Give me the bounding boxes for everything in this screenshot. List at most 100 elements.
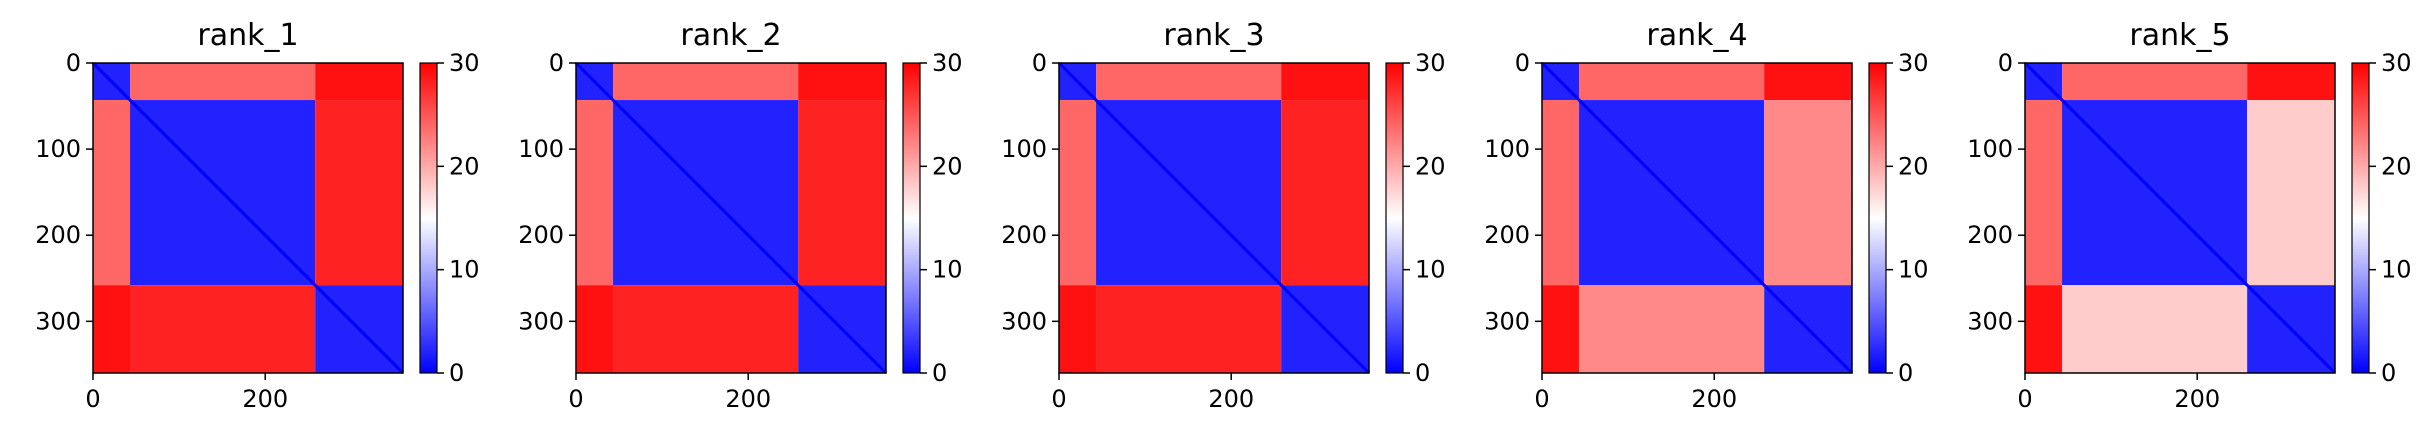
colorbar-tick-label: 30 xyxy=(1415,49,1446,77)
plot-frame xyxy=(575,62,887,374)
colorbar-tick-label: 10 xyxy=(1898,256,1929,284)
chart-panel-1: rank_1 0 100 200 300 0 200 0 10 20 30 xyxy=(35,18,479,413)
x-tick-label: 200 xyxy=(2174,385,2220,413)
colorbar-tick-label: 0 xyxy=(932,359,947,387)
heatmap-block xyxy=(613,63,799,101)
heatmap-block xyxy=(1764,100,1852,286)
heatmap-block xyxy=(2247,63,2335,101)
x-tick-label: 0 xyxy=(1051,385,1066,413)
y-tick-label: 200 xyxy=(1484,221,1530,249)
y-tick-label: 100 xyxy=(1001,135,1047,163)
x-tick-label: 200 xyxy=(725,385,771,413)
colorbar-tick-label: 10 xyxy=(932,256,963,284)
heatmap-block xyxy=(1579,285,1765,373)
heatmap-block xyxy=(576,285,614,373)
heatmap-block xyxy=(2062,63,2248,101)
colorbar: 0 10 20 30 xyxy=(1868,49,1929,387)
colorbar: 0 10 20 30 xyxy=(1385,49,1446,387)
heatmap-block xyxy=(798,63,886,101)
chart-title: rank_1 xyxy=(197,18,298,53)
heatmap-block xyxy=(1059,100,1097,286)
diagonal xyxy=(91,61,405,375)
colorbar-tick-label: 30 xyxy=(449,49,480,77)
heatmap xyxy=(91,61,405,375)
heatmap-block xyxy=(1059,285,1097,373)
y-tick-label: 200 xyxy=(1967,221,2013,249)
colorbar-gradient xyxy=(419,62,438,374)
colorbar-tick-label: 0 xyxy=(1415,359,1430,387)
heatmap-block xyxy=(576,100,614,286)
colorbar-tick-label: 30 xyxy=(2381,49,2412,77)
heatmap-block xyxy=(613,285,799,373)
colorbar-tick-label: 0 xyxy=(2381,359,2396,387)
heatmap-block xyxy=(1096,285,1282,373)
y-tick-label: 0 xyxy=(1515,49,1530,77)
heatmap-block xyxy=(1542,100,1580,286)
colorbar-tick-label: 30 xyxy=(932,49,963,77)
heatmap-block xyxy=(1542,285,1580,373)
heatmap-block xyxy=(315,63,403,101)
y-tick-label: 0 xyxy=(1998,49,2013,77)
colorbar: 0 10 20 30 xyxy=(902,49,963,387)
x-tick-label: 200 xyxy=(242,385,288,413)
colorbar-gradient xyxy=(1385,62,1404,374)
chart-title: rank_5 xyxy=(2129,18,2230,53)
diagonal xyxy=(2023,61,2337,375)
y-tick-label: 0 xyxy=(1032,49,1047,77)
y-tick-label: 100 xyxy=(1967,135,2013,163)
colorbar-tick-label: 30 xyxy=(1898,49,1929,77)
colorbar-tick-label: 0 xyxy=(449,359,464,387)
colorbar-tick-label: 20 xyxy=(2381,152,2412,180)
diagonal xyxy=(574,61,888,375)
y-tick-label: 300 xyxy=(1967,307,2013,335)
colorbar-gradient xyxy=(902,62,921,374)
y-tick-label: 100 xyxy=(1484,135,1530,163)
colorbar-tick-label: 20 xyxy=(1415,152,1446,180)
heatmap-block xyxy=(1281,100,1369,286)
chart-panel-3: rank_3 0 100 200 300 0 200 0 10 20 30 xyxy=(1001,18,1445,413)
heatmap xyxy=(574,61,888,375)
colorbar-gradient xyxy=(2351,62,2370,374)
chart-title: rank_2 xyxy=(680,18,781,53)
heatmap xyxy=(1057,61,1371,375)
heatmap xyxy=(2023,61,2337,375)
heatmap-block xyxy=(2247,100,2335,286)
y-tick-label: 200 xyxy=(35,221,81,249)
heatmap-block xyxy=(130,63,316,101)
y-tick-label: 200 xyxy=(1001,221,1047,249)
y-tick-label: 0 xyxy=(549,49,564,77)
plot-frame xyxy=(2024,62,2336,374)
x-tick-label: 200 xyxy=(1691,385,1737,413)
diagonal xyxy=(1057,61,1371,375)
heatmap-block xyxy=(1096,63,1282,101)
heatmap xyxy=(1540,61,1854,375)
x-tick-label: 0 xyxy=(2017,385,2032,413)
y-tick-label: 300 xyxy=(1001,307,1047,335)
colorbar-tick-label: 0 xyxy=(1898,359,1913,387)
y-tick-label: 300 xyxy=(35,307,81,335)
heatmap-block xyxy=(2025,285,2063,373)
chart-title: rank_3 xyxy=(1163,18,1264,53)
plot-frame xyxy=(1058,62,1370,374)
chart-panel-2: rank_2 0 100 200 300 0 200 0 10 20 30 xyxy=(518,18,962,413)
colorbar-tick-label: 20 xyxy=(449,152,480,180)
heatmap-block xyxy=(315,100,403,286)
plot-frame xyxy=(92,62,404,374)
heatmap-block xyxy=(1764,63,1852,101)
heatmap-block xyxy=(2062,285,2248,373)
y-tick-label: 0 xyxy=(66,49,81,77)
x-tick-label: 0 xyxy=(1534,385,1549,413)
y-tick-label: 100 xyxy=(35,135,81,163)
heatmap-block xyxy=(130,285,316,373)
y-tick-label: 300 xyxy=(518,307,564,335)
diagonal xyxy=(1540,61,1854,375)
x-tick-label: 0 xyxy=(568,385,583,413)
plot-frame xyxy=(1541,62,1853,374)
y-tick-label: 300 xyxy=(1484,307,1530,335)
chart-title: rank_4 xyxy=(1646,18,1747,53)
colorbar-tick-label: 20 xyxy=(932,152,963,180)
heatmap-block xyxy=(2025,100,2063,286)
colorbar-gradient xyxy=(1868,62,1887,374)
y-tick-label: 200 xyxy=(518,221,564,249)
colorbar: 0 10 20 30 xyxy=(419,49,480,387)
